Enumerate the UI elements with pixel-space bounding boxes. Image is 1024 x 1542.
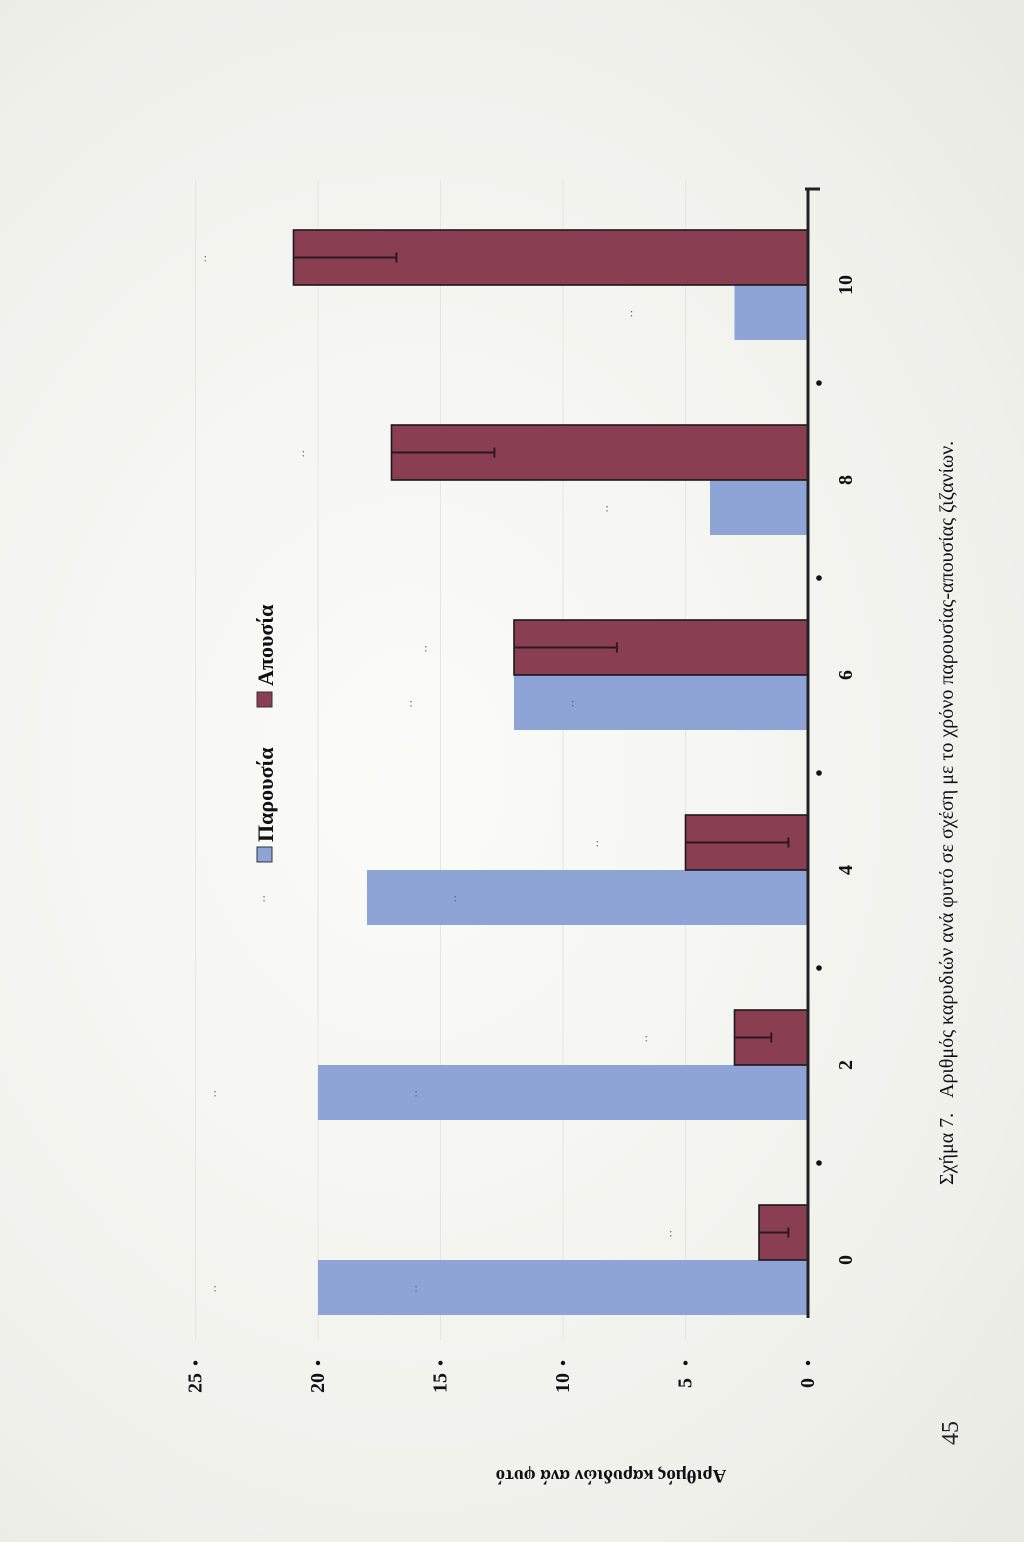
value-tick-mark [193, 1360, 198, 1366]
bar-presence-4 [367, 870, 808, 925]
presence-bar-marker-0: : [414, 1281, 417, 1295]
value-tick-label: 0 [797, 1378, 819, 1388]
category-axis-tick [816, 1160, 822, 1166]
bar-presence-0 [318, 1260, 808, 1315]
significance-mark-absence-4: : [596, 836, 599, 850]
presence-bar-marker-4: : [454, 891, 457, 905]
presence-bar-marker-6: : [571, 696, 574, 710]
value-tick-label: 25 [185, 1373, 207, 1393]
gridlines [195, 180, 686, 1340]
significance-mark-absence-6: : [424, 641, 427, 655]
category-axis-tick [816, 575, 822, 581]
category-axis-tick [816, 380, 822, 386]
significance-mark-presence-6: : [409, 696, 412, 710]
significance-mark-presence-10: : [630, 306, 633, 320]
significance-mark-presence-8: : [605, 501, 608, 515]
value-tick-mark [438, 1360, 443, 1366]
bar-presence-2 [318, 1065, 808, 1120]
legend: Παρουσία Απουσία [253, 604, 278, 863]
legend-label-absence: Απουσία [253, 604, 278, 686]
significance-mark-absence-0: : [669, 1226, 672, 1240]
category-label: 0 [835, 1255, 857, 1265]
page-number: 45 [938, 1421, 964, 1445]
legend-swatch-absence [256, 691, 273, 708]
value-tick-mark [560, 1360, 566, 1366]
category-label: 10 [835, 275, 857, 295]
category-axis [805, 187, 822, 1318]
significance-mark-absence-10: : [204, 251, 207, 265]
significance-marks: :::::::::::::::: [204, 251, 673, 1295]
bar-presence-10 [734, 285, 808, 340]
category-label: 8 [835, 475, 857, 485]
value-tick-mark [805, 1360, 811, 1366]
value-tick-label: 10 [552, 1373, 574, 1393]
bars [292, 229, 809, 1315]
category-label: 2 [835, 1060, 857, 1070]
value-axis-title: Αριθμός καρυδιών ανά φυτό [496, 1465, 727, 1486]
figure-caption-label: Σχήμα 7. [936, 1113, 958, 1185]
significance-mark-presence-0: : [213, 1281, 216, 1295]
bar-presence-8 [710, 480, 808, 535]
value-ticks: 0 5 10 15 20 25 [185, 1360, 819, 1393]
significance-mark-absence-2: : [645, 1031, 648, 1045]
value-tick-label: 15 [430, 1373, 452, 1393]
value-tick-label: 20 [307, 1373, 329, 1393]
category-label: 6 [835, 670, 857, 680]
figure-caption-text: Αριθμός καρυδιών ανά φυτό σε σχέση με το… [936, 441, 958, 1098]
legend-swatch-presence [256, 846, 273, 863]
bar-presence-6 [514, 675, 808, 730]
value-tick-mark [315, 1360, 321, 1366]
category-label: 4 [835, 865, 857, 875]
category-ticks: 0 2 4 6 8 10 [835, 275, 857, 1265]
category-axis-tick [816, 770, 822, 776]
significance-mark-presence-2: : [213, 1086, 216, 1100]
value-tick-label: 5 [675, 1378, 697, 1388]
significance-mark-presence-4: : [262, 891, 265, 905]
legend-label-presence: Παρουσία [253, 747, 278, 842]
value-tick-mark [683, 1360, 688, 1366]
presence-bar-marker-2: : [414, 1086, 417, 1100]
significance-mark-absence-8: : [302, 446, 305, 460]
error-bars [293, 252, 790, 1238]
category-axis-tick [816, 965, 822, 971]
